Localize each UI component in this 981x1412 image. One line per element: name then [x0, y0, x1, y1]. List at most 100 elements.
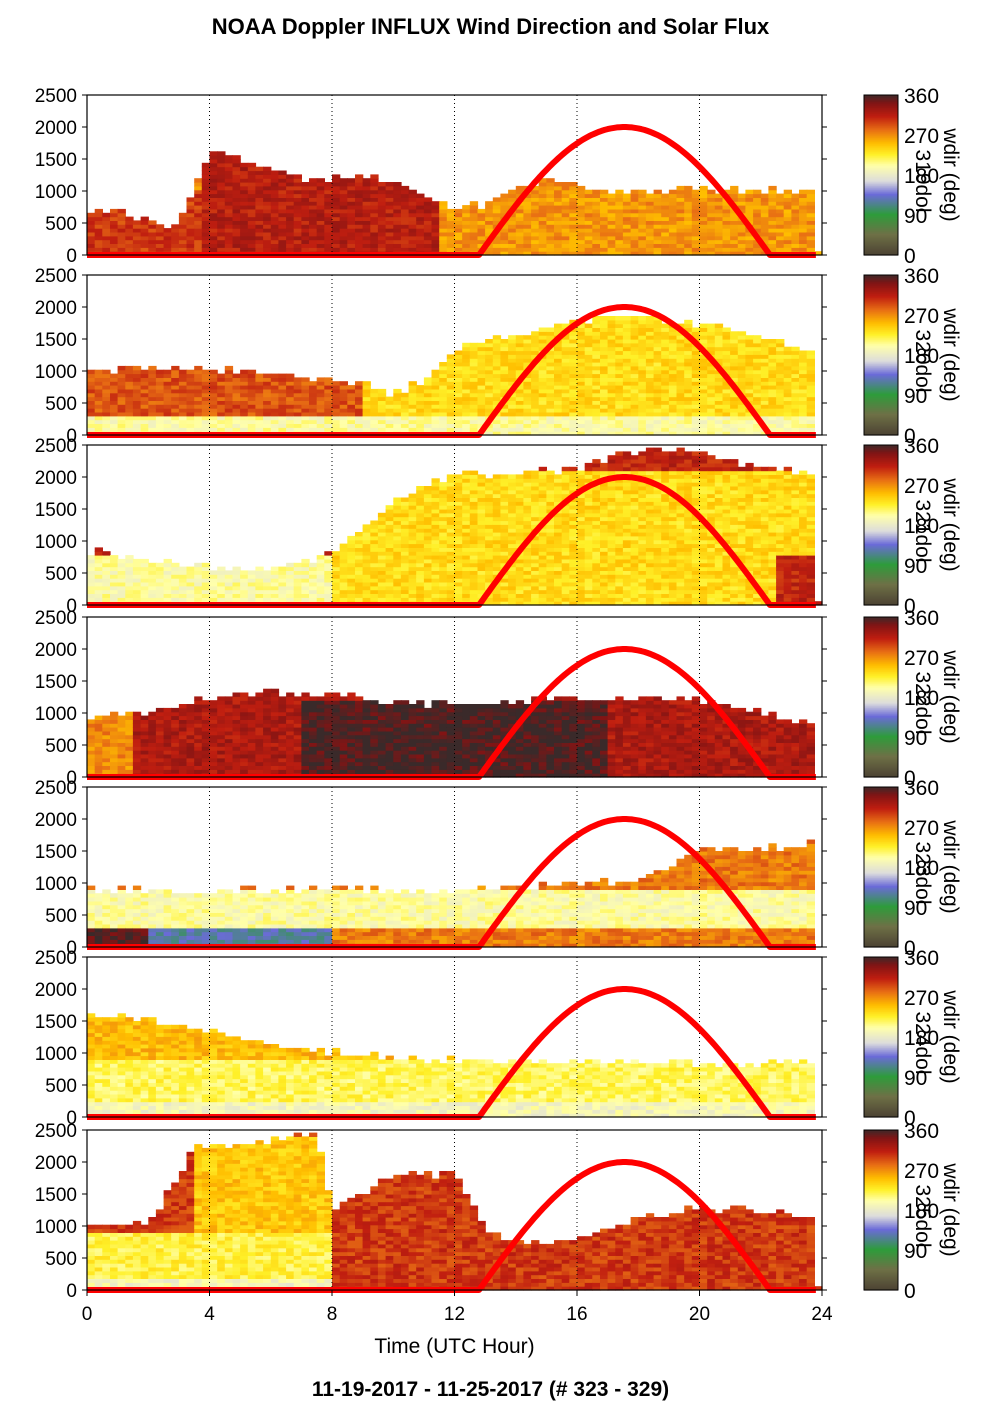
- heatmap-cell: [508, 528, 517, 533]
- heatmap-cell: [347, 232, 356, 237]
- heatmap-cell: [255, 408, 264, 413]
- heatmap-cell: [477, 482, 486, 487]
- heatmap-cell: [132, 247, 142, 252]
- heatmap-cell: [776, 396, 785, 401]
- heatmap-cell: [469, 239, 479, 244]
- heatmap-cell: [454, 235, 463, 241]
- heatmap-cell: [515, 235, 525, 241]
- heatmap-cell: [94, 239, 103, 244]
- heatmap-cell: [301, 412, 310, 417]
- heatmap-cell: [400, 220, 410, 225]
- heatmap-cell: [324, 597, 333, 602]
- heatmap-cell: [477, 501, 486, 506]
- heatmap-cell: [661, 381, 670, 386]
- heatmap-cell: [270, 201, 280, 206]
- heatmap-cell: [339, 216, 348, 221]
- heatmap-cell: [546, 193, 555, 198]
- heatmap-cell: [270, 412, 280, 417]
- heatmap-cell: [446, 365, 456, 371]
- heatmap-cell: [508, 478, 517, 483]
- heatmap-cell: [224, 182, 234, 187]
- heatmap-cell: [125, 247, 134, 252]
- heatmap-cell: [286, 185, 295, 191]
- colorbar-cell: [864, 195, 898, 198]
- heatmap-cell: [117, 392, 126, 398]
- heatmap-cell: [439, 232, 448, 237]
- heatmap-cell: [232, 412, 241, 417]
- heatmap-cell: [615, 319, 624, 325]
- heatmap-cell: [408, 585, 417, 591]
- heatmap-cell: [783, 208, 792, 214]
- heatmap-cell: [163, 427, 172, 432]
- heatmap-cell: [148, 578, 157, 583]
- heatmap-cell: [538, 216, 547, 221]
- colorbar-cell: [864, 289, 898, 292]
- heatmap-cell: [163, 570, 172, 575]
- heatmap-cell: [446, 551, 456, 556]
- heatmap-cell: [87, 369, 96, 375]
- heatmap-cell: [454, 551, 463, 556]
- heatmap-cell: [668, 365, 678, 371]
- heatmap-cell: [577, 373, 586, 378]
- heatmap-cell: [339, 247, 348, 252]
- heatmap-cell: [622, 354, 632, 359]
- heatmap-cell: [561, 220, 570, 225]
- heatmap-cell: [324, 427, 333, 432]
- heatmap-cell: [301, 235, 310, 241]
- heatmap-cell: [500, 528, 509, 533]
- heatmap-cell: [554, 354, 563, 359]
- heatmap-cell: [722, 388, 731, 394]
- heatmap-cell: [423, 235, 433, 241]
- heatmap-cell: [201, 578, 211, 583]
- heatmap-cell: [722, 365, 731, 371]
- heatmap-cell: [339, 185, 348, 191]
- heatmap-cell: [155, 369, 165, 375]
- heatmap-cell: [209, 189, 218, 195]
- heatmap-cell: [324, 408, 333, 413]
- heatmap-cell: [538, 208, 547, 214]
- heatmap-cell: [94, 593, 103, 598]
- heatmap-cell: [684, 362, 693, 367]
- heatmap-cell: [469, 597, 479, 602]
- heatmap-cell: [508, 509, 517, 514]
- heatmap-cell: [454, 535, 463, 541]
- heatmap-cell: [714, 205, 724, 210]
- heatmap-cell: [676, 419, 685, 424]
- heatmap-cell: [209, 178, 218, 183]
- heatmap-cell: [730, 235, 739, 241]
- heatmap-cell: [554, 427, 563, 432]
- heatmap-cell: [653, 404, 662, 409]
- heatmap-cell: [538, 247, 547, 252]
- heatmap-cell: [799, 423, 808, 428]
- heatmap-cell: [347, 597, 356, 602]
- heatmap-cell: [355, 189, 364, 195]
- heatmap-cell: [760, 350, 770, 355]
- heatmap-cell: [799, 201, 808, 206]
- heatmap-cell: [546, 431, 555, 436]
- heatmap-cell: [615, 243, 624, 248]
- heatmap-cell: [400, 558, 410, 564]
- heatmap-cell: [416, 524, 425, 529]
- heatmap-cell: [408, 385, 417, 390]
- heatmap-cell: [714, 232, 724, 237]
- heatmap-cell: [799, 396, 808, 401]
- heatmap-cell: [370, 174, 379, 179]
- heatmap-cell: [600, 208, 609, 214]
- heatmap-cell: [347, 419, 356, 424]
- heatmap-cell: [592, 193, 601, 198]
- heatmap-cell: [408, 427, 417, 432]
- heatmap-cell: [278, 216, 287, 221]
- heatmap-cell: [592, 412, 601, 417]
- heatmap-cell: [400, 532, 410, 537]
- heatmap-cell: [462, 516, 471, 522]
- heatmap-cell: [416, 589, 425, 594]
- heatmap-cell: [155, 566, 165, 571]
- heatmap-cell: [768, 189, 777, 195]
- heatmap-cell: [707, 412, 716, 417]
- heatmap-cell: [531, 385, 540, 390]
- heatmap-cell: [531, 427, 540, 432]
- colorbar-cell: [864, 399, 898, 402]
- heatmap-cell: [607, 342, 616, 348]
- heatmap-cell: [393, 232, 402, 237]
- heatmap-cell: [745, 212, 754, 218]
